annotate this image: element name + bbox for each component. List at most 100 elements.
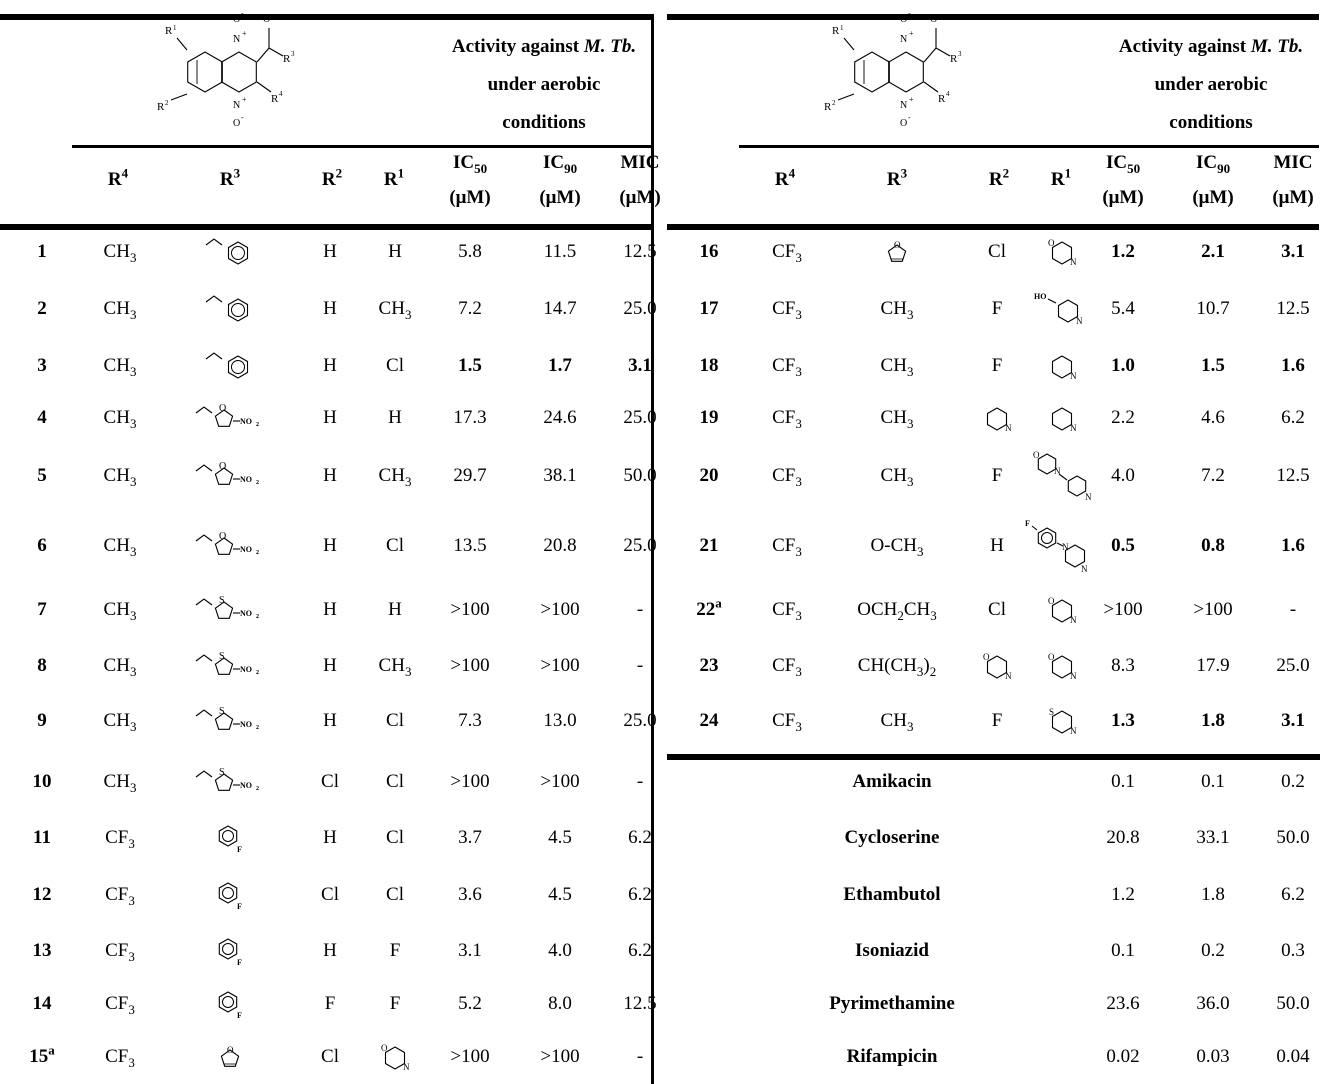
ic90-value: >100 — [1193, 599, 1233, 620]
activity-line3: conditions — [502, 112, 586, 133]
column-divider — [651, 14, 654, 1084]
column-header: MIC — [620, 152, 660, 173]
svg-text:O: O — [1033, 450, 1040, 460]
morpholino-structure: ON — [983, 652, 1012, 681]
r2-value: H — [323, 355, 337, 376]
ic50-value: 1.3 — [1111, 710, 1135, 731]
r1-value: CH3 — [378, 655, 412, 679]
ic50-value: >100 — [1103, 599, 1143, 620]
svg-text:O: O — [930, 14, 937, 25]
svg-text:NO: NO — [240, 475, 252, 484]
svg-text:S: S — [219, 706, 225, 717]
svg-text:+: + — [242, 29, 247, 38]
r3-value: CH3 — [880, 710, 914, 734]
quinoxaline-dioxide-scaffold: R 1R 2O-N+N+O-OR 3R 4 — [157, 9, 295, 129]
activity-line2: under aerobic — [1154, 74, 1268, 95]
r2-value: H — [990, 535, 1004, 556]
svg-text:2: 2 — [256, 786, 259, 792]
svg-text:2: 2 — [256, 480, 259, 486]
svg-text:F: F — [237, 958, 242, 967]
ic90-value: 0.8 — [1201, 535, 1225, 556]
r4-value: CF3 — [772, 599, 802, 623]
ic50-value: >100 — [450, 655, 490, 676]
svg-text:R: R — [938, 93, 946, 105]
svg-text:N: N — [403, 1062, 410, 1072]
styryl-structure — [205, 238, 249, 265]
svg-text:S: S — [219, 767, 225, 778]
drug-name: Pyrimethamine — [829, 993, 955, 1014]
compound-code: 7 — [37, 599, 47, 620]
ic50-value: 13.5 — [453, 535, 487, 556]
drug-name: Cycloserine — [844, 827, 940, 848]
svg-text:+: + — [909, 95, 914, 104]
left-table: R 1 R 2 O - N + N + O - O R 3 R 4 Activity against M. Tb.… — [0, 0, 661, 1084]
r4-value: CF3 — [772, 241, 802, 265]
header-bottom-rule — [667, 224, 1319, 230]
r4-value: CH3 — [103, 298, 137, 322]
ic90-value: 4.0 — [548, 940, 572, 961]
column-header: IC50 — [1105, 152, 1141, 176]
ic50-value: 1.2 — [1111, 241, 1135, 262]
r2-value: Cl — [321, 884, 339, 905]
svg-text:O: O — [219, 461, 226, 472]
svg-text:O: O — [381, 1043, 388, 1053]
svg-text:N: N — [1081, 564, 1088, 574]
svg-text:1: 1 — [173, 24, 177, 32]
compound-code: 6 — [37, 535, 47, 556]
column-header: MIC — [1273, 152, 1313, 173]
svg-text:NO: NO — [240, 545, 252, 554]
svg-text:O: O — [983, 652, 990, 662]
compound-code: 3 — [37, 355, 47, 376]
r2-value: H — [323, 827, 337, 848]
styryl-structure — [205, 352, 249, 379]
mic-value: 3.1 — [1281, 710, 1305, 731]
svg-text:NO: NO — [240, 417, 252, 426]
unit-label: (μM) — [1272, 187, 1314, 208]
4-hydroxypiperidino-structure: HO N — [1034, 292, 1083, 326]
ic50-value: >100 — [450, 599, 490, 620]
ic90-value: 4.5 — [548, 827, 572, 848]
column-header: R4 — [107, 165, 129, 190]
reference-rule — [667, 754, 1320, 760]
4-(4-fluorophenyl)piperazino-structure: F N N — [1025, 519, 1088, 574]
svg-text:3: 3 — [958, 50, 962, 58]
svg-text:2: 2 — [256, 550, 259, 556]
mic-value: 25.0 — [623, 710, 657, 731]
r2-value: H — [323, 298, 337, 319]
header-mid-rule — [739, 145, 1319, 148]
ic90-value: 1.8 — [1201, 710, 1225, 731]
ic90-value: 0.1 — [1201, 771, 1225, 792]
activity-text: Activity against — [1118, 36, 1251, 57]
svg-text:-: - — [241, 9, 244, 18]
unit-label: (μM) — [619, 187, 661, 208]
ic50-value: 0.5 — [1111, 535, 1135, 556]
r1-value: F — [389, 940, 401, 961]
svg-text:O: O — [263, 14, 270, 25]
r1-value: Cl — [386, 884, 404, 905]
r3-value: CH3 — [880, 407, 914, 431]
svg-text:O: O — [894, 240, 901, 250]
svg-text:O: O — [1048, 652, 1055, 662]
r1-value: Cl — [386, 535, 404, 556]
column-header: R2 — [988, 165, 1010, 190]
svg-text:O: O — [219, 403, 226, 414]
nitrothienyl-vinyl-structure: S NO 2 — [195, 595, 259, 620]
r1-value: CH3 — [378, 465, 412, 489]
ic50-value: 17.3 — [453, 407, 487, 428]
r2-value: Cl — [988, 241, 1006, 262]
mic-value: 3.1 — [628, 355, 652, 376]
r3-value: CH3 — [880, 355, 914, 379]
column-header: R1 — [383, 165, 405, 190]
ic90-value: 7.2 — [1201, 465, 1225, 486]
unit-label: (μM) — [449, 187, 491, 208]
r2-value: F — [991, 355, 1003, 376]
mic-value: - — [636, 771, 644, 792]
svg-text:R: R — [832, 25, 840, 37]
r2-value: H — [323, 599, 337, 620]
r4-value: CH3 — [103, 710, 137, 734]
svg-text:S: S — [219, 651, 225, 662]
ic90-value: 36.0 — [1196, 993, 1230, 1014]
ic90-value: 13.0 — [543, 710, 577, 731]
svg-text:O: O — [900, 14, 907, 25]
svg-text:NO: NO — [240, 609, 252, 618]
